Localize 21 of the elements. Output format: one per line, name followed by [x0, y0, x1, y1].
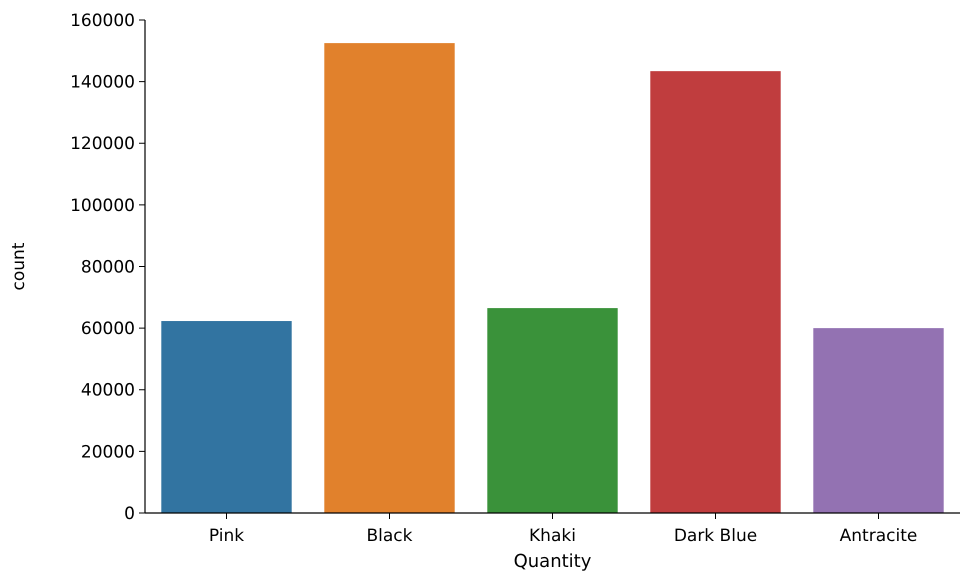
x-tick-label: Pink — [208, 526, 244, 546]
y-tick-label: 80000 — [80, 257, 135, 278]
x-tick-label: Dark Blue — [674, 526, 758, 546]
y-tick-label: 100000 — [70, 196, 135, 216]
bar — [487, 308, 618, 513]
y-tick-label: 40000 — [80, 380, 135, 401]
y-tick-label: 160000 — [70, 10, 135, 31]
y-tick-label: 140000 — [70, 72, 135, 93]
bar — [813, 328, 944, 513]
bar — [161, 321, 292, 513]
x-axis-title: Quantity — [514, 551, 592, 572]
bar — [324, 43, 455, 513]
bar — [650, 71, 781, 513]
y-tick-label: 60000 — [80, 319, 135, 340]
y-axis-title: count — [9, 242, 29, 290]
x-tick-label: Antracite — [840, 526, 918, 546]
x-tick-label: Black — [366, 526, 413, 546]
y-tick-label: 120000 — [70, 134, 135, 154]
x-tick-label: Khaki — [529, 526, 576, 546]
y-tick-label: 20000 — [80, 442, 135, 462]
y-tick-label: 0 — [124, 504, 135, 524]
